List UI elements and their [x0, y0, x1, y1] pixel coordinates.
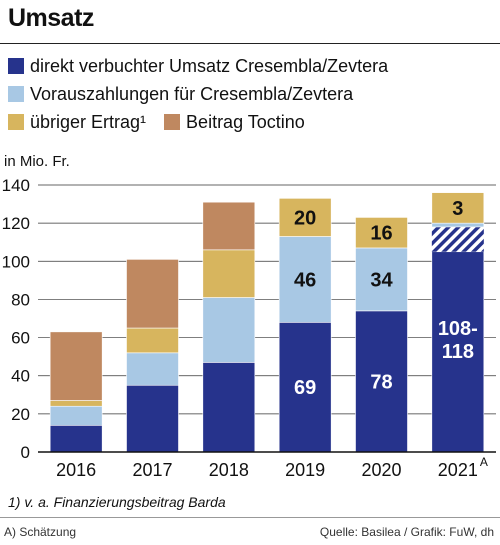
bar-segment-voraus [126, 352, 179, 386]
source-credit: Quelle: Basilea / Grafik: FuW, dh [319, 525, 494, 539]
bar-segment-ertrag [431, 192, 485, 224]
legend-label-toctino: Beitrag Toctino [186, 111, 305, 132]
estimate-note: A) Schätzung [4, 525, 77, 539]
bar-value-label: 69 [294, 377, 316, 399]
legend-label-ertrag: übriger Ertrag¹ [30, 111, 147, 132]
bar-segment-ertrag [202, 249, 256, 298]
bar-segment-direkt [278, 322, 332, 453]
bar-segment-direkt [355, 310, 408, 453]
bar-value-label: 16 [370, 223, 392, 245]
bar-value-label: 20 [294, 207, 316, 229]
bar-value-label: 108- [438, 318, 478, 340]
x-tick-label: 2021 [438, 460, 478, 480]
bar-value-label: 34 [370, 269, 393, 291]
bar-segment-voraus [202, 297, 256, 363]
footnote: 1) v. a. Finanzierungsbeitrag Barda [8, 494, 226, 510]
legend-item-voraus: Vorauszahlungen für Cresembla/Zevtera [8, 84, 353, 105]
legend-swatch-voraus [8, 86, 24, 102]
legend-item-direkt: direkt verbuchter Umsatz Cresembla/Zevte… [8, 56, 388, 77]
y-tick-label: 140 [2, 176, 30, 195]
y-tick-label: 100 [2, 252, 30, 271]
y-tick-label: 80 [11, 290, 30, 309]
legend-item-toctino: Beitrag Toctino [164, 112, 305, 133]
y-tick-label: 20 [11, 405, 30, 424]
legend-label-direkt: direkt verbuchter Umsatz Cresembla/Zevte… [30, 55, 389, 76]
x-tick-label: 2020 [361, 460, 401, 480]
bar-segment-direkt [126, 384, 179, 453]
legend-swatch-direkt [8, 58, 24, 74]
bar-segment-ertrag [278, 198, 332, 237]
bar-segment-range-estimate [431, 226, 484, 252]
bar-value-label: 46 [294, 269, 316, 291]
x-tick-label: 2017 [132, 460, 172, 480]
legend-label-voraus: Vorauszahlungen für Cresembla/Zevtera [30, 83, 354, 104]
y-unit-label: in Mio. Fr. [4, 153, 70, 170]
legend-swatch-ertrag [8, 114, 24, 130]
bar-segment-ertrag [355, 217, 408, 249]
bar-segment-voraus [278, 236, 332, 323]
y-tick-label: 40 [11, 367, 30, 386]
bar-value-label: 78 [370, 371, 392, 393]
legend: direkt verbuchter Umsatz Cresembla/Zevte… [8, 52, 498, 136]
x-tick-label: 2018 [209, 460, 249, 480]
x-tick-label: 2019 [285, 460, 325, 480]
title-rule [0, 43, 500, 44]
bar-value-label: 3 [452, 198, 463, 220]
legend-swatch-toctino [164, 114, 181, 130]
bar-segment-ertrag [49, 400, 103, 407]
legend-item-ertrag: übriger Ertrag¹ [8, 112, 146, 133]
bar-value-label: 118 [442, 341, 474, 363]
bar-segment-ertrag [126, 327, 179, 354]
footer-rule [0, 517, 500, 518]
bar-segment-toctino [49, 331, 103, 401]
bar-segment-toctino [202, 201, 256, 251]
x-tick-label: 2016 [56, 460, 96, 480]
bar-segment-direkt [49, 424, 103, 453]
chart-title: Umsatz [8, 4, 94, 32]
y-tick-label: 0 [21, 443, 30, 462]
y-tick-label: 60 [11, 329, 30, 348]
bar-segment-direkt [202, 362, 256, 453]
y-tick-label: 120 [2, 214, 30, 233]
x-tick-superscript: A [480, 455, 488, 469]
bar-segment-voraus [49, 405, 103, 426]
bar-segment-direkt [431, 251, 485, 453]
bar-segment-toctino [126, 259, 179, 329]
bar-segment-voraus [431, 222, 485, 228]
